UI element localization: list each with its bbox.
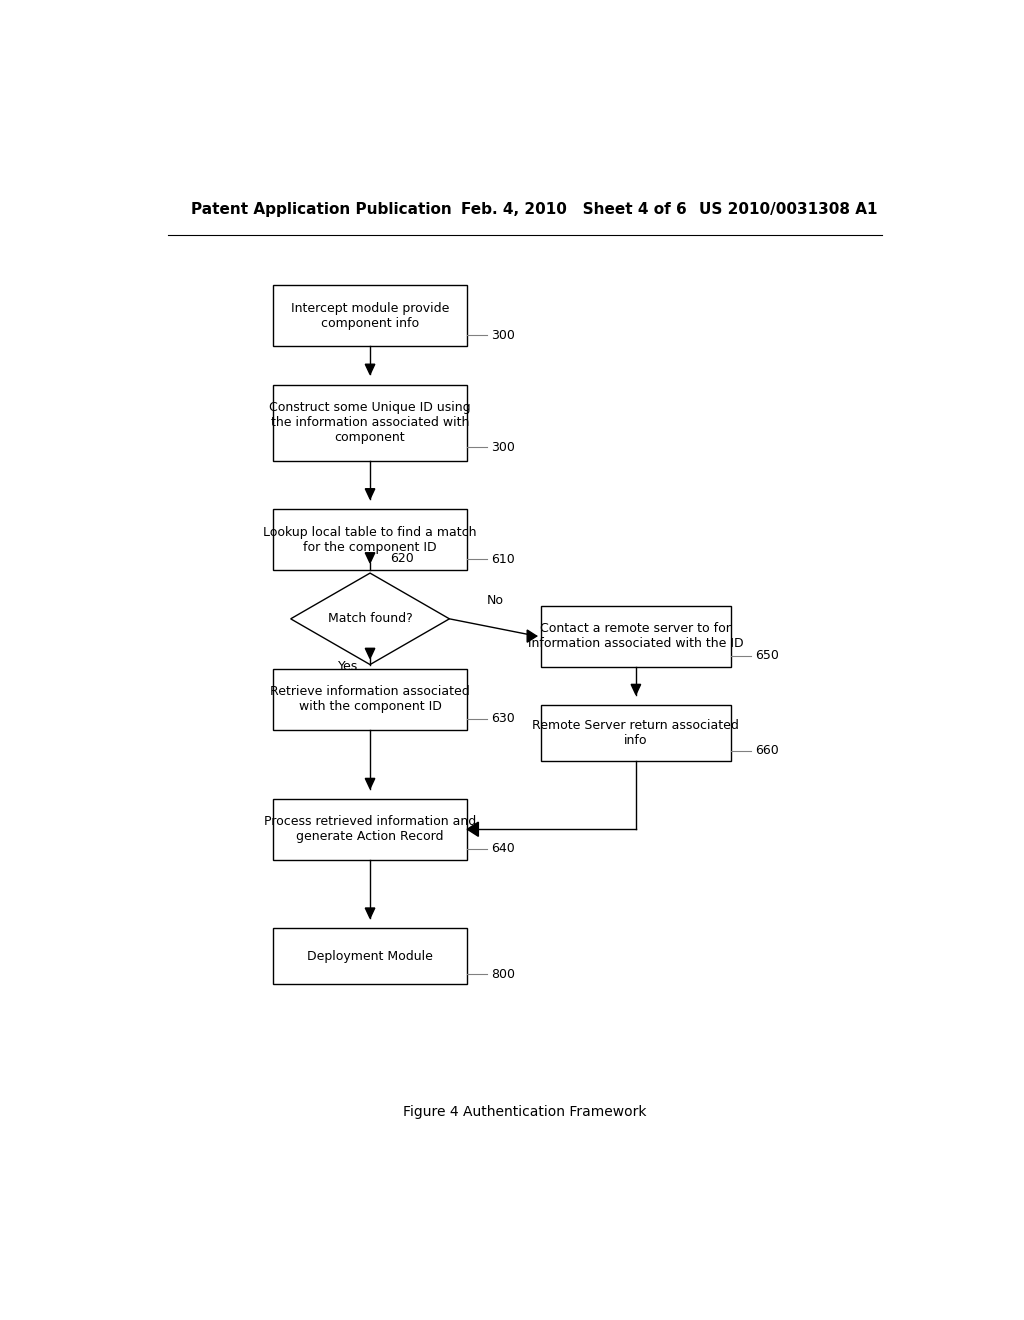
- Text: Patent Application Publication: Patent Application Publication: [191, 202, 453, 216]
- Bar: [272, 384, 467, 461]
- Polygon shape: [291, 573, 450, 664]
- Text: 620: 620: [390, 552, 414, 565]
- Polygon shape: [366, 779, 375, 788]
- Text: No: No: [486, 594, 504, 607]
- Polygon shape: [366, 908, 375, 919]
- Text: Intercept module provide
component info: Intercept module provide component info: [291, 302, 450, 330]
- Text: Retrieve information associated
with the component ID: Retrieve information associated with the…: [270, 685, 470, 713]
- Text: 640: 640: [492, 842, 515, 855]
- Text: 300: 300: [492, 441, 515, 454]
- Text: Lookup local table to find a match
for the component ID: Lookup local table to find a match for t…: [263, 525, 477, 553]
- Text: 630: 630: [492, 711, 515, 725]
- Polygon shape: [366, 488, 375, 499]
- Text: Figure 4 Authentication Framework: Figure 4 Authentication Framework: [403, 1105, 646, 1119]
- Polygon shape: [631, 684, 641, 694]
- Bar: [272, 928, 467, 985]
- Text: 660: 660: [755, 744, 778, 758]
- Text: 800: 800: [492, 968, 515, 981]
- Text: Contact a remote server to for
information associated with the ID: Contact a remote server to for informati…: [528, 622, 743, 651]
- Text: Yes: Yes: [338, 660, 358, 673]
- Polygon shape: [467, 822, 478, 837]
- Bar: [541, 705, 731, 760]
- Polygon shape: [366, 553, 375, 562]
- Text: Remote Server return associated
info: Remote Server return associated info: [532, 718, 739, 747]
- Text: 300: 300: [492, 329, 515, 342]
- Text: Deployment Module: Deployment Module: [307, 950, 433, 962]
- Polygon shape: [366, 648, 375, 659]
- Bar: [272, 799, 467, 859]
- Text: Feb. 4, 2010   Sheet 4 of 6: Feb. 4, 2010 Sheet 4 of 6: [461, 202, 687, 216]
- Text: US 2010/0031308 A1: US 2010/0031308 A1: [699, 202, 878, 216]
- Text: Match found?: Match found?: [328, 612, 413, 626]
- Text: Construct some Unique ID using
the information associated with
component: Construct some Unique ID using the infor…: [269, 401, 471, 444]
- Polygon shape: [527, 630, 537, 643]
- Text: 610: 610: [492, 553, 515, 565]
- Bar: [272, 285, 467, 346]
- Bar: [272, 669, 467, 730]
- Text: Process retrieved information and
generate Action Record: Process retrieved information and genera…: [264, 816, 476, 843]
- Polygon shape: [366, 364, 375, 375]
- Text: 650: 650: [755, 649, 779, 663]
- Bar: [541, 606, 731, 667]
- Bar: [272, 510, 467, 570]
